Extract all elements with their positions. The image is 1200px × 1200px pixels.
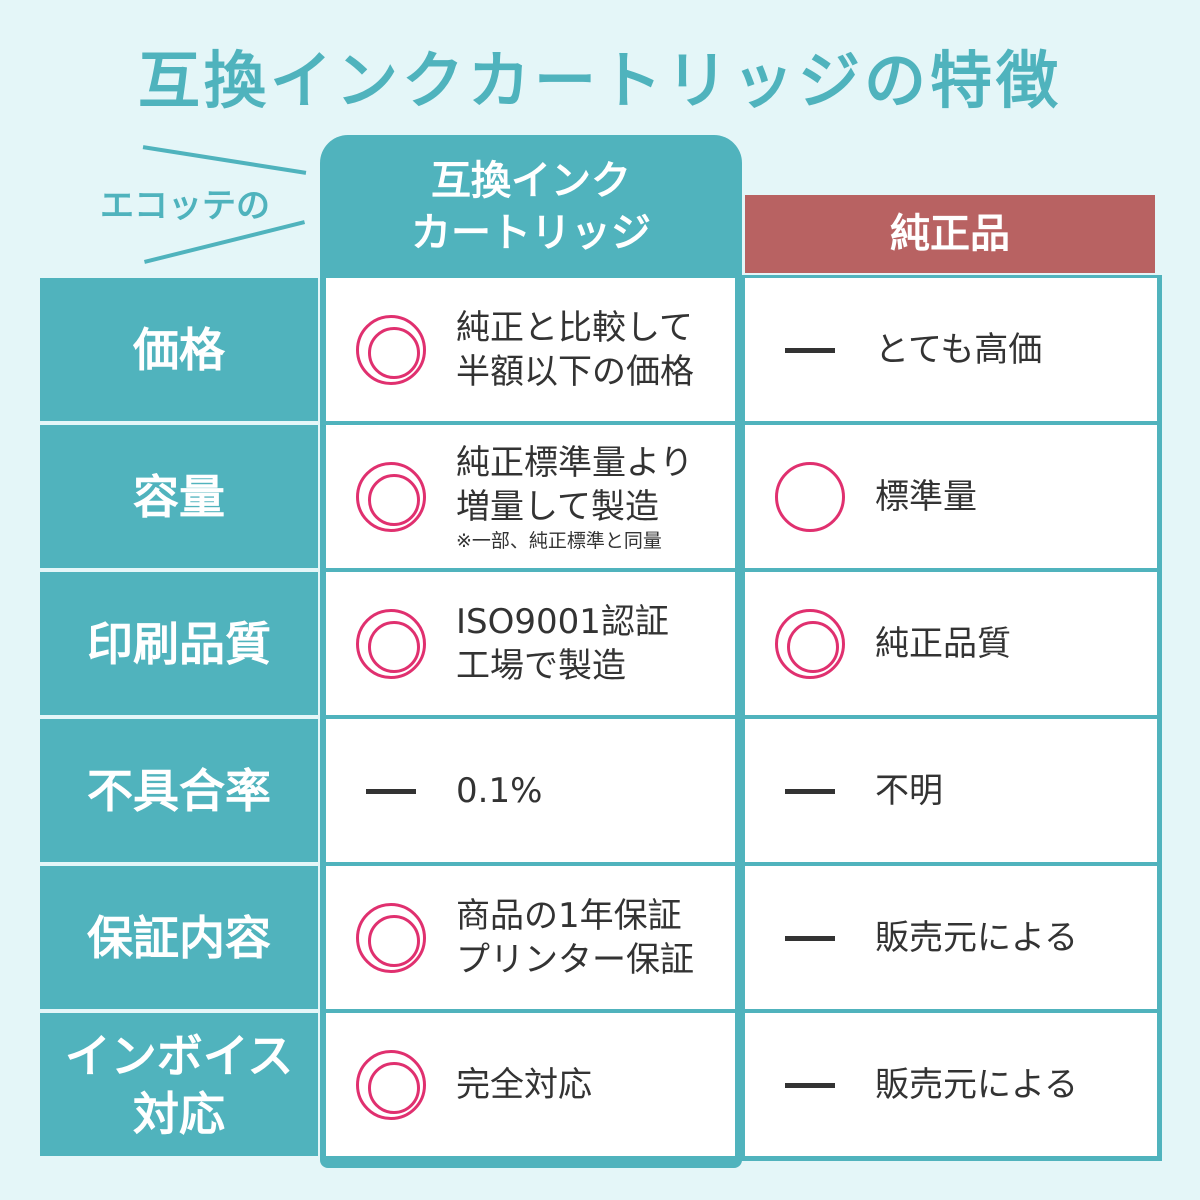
dash-icon bbox=[775, 903, 845, 973]
compatible-text: 商品の1年保証 プリンター保証 bbox=[456, 895, 694, 980]
table-row: 保証内容 商品の1年保証 プリンター保証 販売元による bbox=[40, 866, 1160, 1009]
row-label-text: 不具合率 bbox=[87, 763, 271, 818]
row-label-text: インボイス 対応 bbox=[64, 1028, 294, 1141]
row-label-text: 価格 bbox=[133, 322, 225, 377]
table-row: インボイス 対応 完全対応 販売元による bbox=[40, 1013, 1160, 1156]
compatible-text: 0.1% bbox=[456, 770, 543, 811]
genuine-cell: 販売元による bbox=[745, 1013, 1157, 1156]
row-label-text: 印刷品質 bbox=[87, 616, 271, 671]
compatible-cell: 完全対応 bbox=[326, 1013, 735, 1156]
compatible-text: 純正標準量より 増量して製造 ※一部、純正標準と同量 bbox=[456, 442, 694, 552]
genuine-text: 標準量 bbox=[875, 476, 977, 517]
compatible-text: 完全対応 bbox=[456, 1064, 592, 1105]
genuine-cell: 標準量 bbox=[745, 425, 1157, 568]
dash-icon bbox=[775, 315, 845, 385]
header-line: 互換インク bbox=[431, 158, 631, 204]
genuine-text: 不明 bbox=[875, 770, 943, 811]
double-circle-icon bbox=[775, 608, 845, 679]
compatible-cell: 商品の1年保証 プリンター保証 bbox=[326, 866, 735, 1009]
double-circle-icon bbox=[356, 902, 426, 973]
genuine-cell: 不明 bbox=[745, 719, 1157, 862]
table-row: 価格 純正と比較して 半額以下の価格 とても高価 bbox=[40, 278, 1160, 421]
page-title: 互換インクカートリッジの特徴 bbox=[137, 44, 1062, 117]
row-label: 不具合率 bbox=[40, 719, 318, 862]
compatible-cell: 純正と比較して 半額以下の価格 bbox=[326, 278, 735, 421]
compatible-cell: 純正標準量より 増量して製造 ※一部、純正標準と同量 bbox=[326, 425, 735, 568]
dash-icon bbox=[775, 1050, 845, 1120]
compatible-text: 純正と比較して 半額以下の価格 bbox=[456, 307, 694, 392]
genuine-text: 純正品質 bbox=[875, 623, 1011, 664]
row-label: 印刷品質 bbox=[40, 572, 318, 715]
circle-icon bbox=[775, 461, 845, 532]
genuine-cell: 純正品質 bbox=[745, 572, 1157, 715]
compatible-cell: ISO9001認証 工場で製造 bbox=[326, 572, 735, 715]
row-label: 容量 bbox=[40, 425, 318, 568]
double-circle-icon bbox=[356, 314, 426, 385]
row-label-text: 保証内容 bbox=[87, 910, 271, 965]
double-circle-icon bbox=[356, 608, 426, 679]
double-circle-icon bbox=[356, 1049, 426, 1120]
row-label: インボイス 対応 bbox=[40, 1013, 318, 1156]
header-compatible: 互換インクカートリッジ bbox=[320, 135, 742, 280]
double-circle-icon bbox=[356, 461, 426, 532]
compatible-cell: 0.1% bbox=[326, 719, 735, 862]
brand-label: エコッテの bbox=[100, 186, 270, 226]
genuine-text: 販売元による bbox=[875, 1064, 1078, 1105]
table-row: 印刷品質 ISO9001認証 工場で製造 純正品質 bbox=[40, 572, 1160, 715]
genuine-cell: 販売元による bbox=[745, 866, 1157, 1009]
footnote: ※一部、純正標準と同量 bbox=[456, 529, 662, 552]
header-genuine: 純正品 bbox=[745, 195, 1155, 273]
row-label: 価格 bbox=[40, 278, 318, 421]
genuine-text: とても高価 bbox=[875, 329, 1043, 370]
table-row: 不具合率 0.1% 不明 bbox=[40, 719, 1160, 862]
compatible-text: ISO9001認証 工場で製造 bbox=[456, 601, 669, 686]
genuine-text: 販売元による bbox=[875, 917, 1078, 958]
row-label-text: 容量 bbox=[133, 469, 225, 524]
dash-icon bbox=[775, 756, 845, 826]
header-line: カートリッジ bbox=[411, 210, 651, 256]
dash-icon bbox=[356, 756, 426, 826]
row-label: 保証内容 bbox=[40, 866, 318, 1009]
genuine-cell: とても高価 bbox=[745, 278, 1157, 421]
table-row: 容量 純正標準量より 増量して製造 ※一部、純正標準と同量 標準量 bbox=[40, 425, 1160, 568]
accent-line bbox=[142, 145, 307, 175]
